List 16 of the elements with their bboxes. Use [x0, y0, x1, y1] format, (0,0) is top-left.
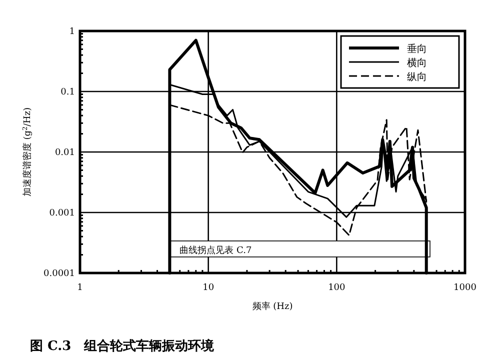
- x-axis-title: 频率 (Hz): [252, 301, 293, 312]
- x-tick-label: 1000: [454, 283, 477, 293]
- x-tick-label: 10: [202, 283, 214, 293]
- y-tick-label: 0.0001: [44, 269, 75, 279]
- legend-label: 横向: [407, 57, 427, 69]
- y-tick-label: 1: [69, 27, 75, 37]
- legend-label: 垂向: [407, 43, 427, 55]
- legend-label: 纵向: [407, 71, 427, 83]
- annotation: 曲线拐点见表 C.7: [180, 244, 252, 256]
- x-tick-label: 100: [328, 283, 346, 293]
- note: 曲线拐点见表 C.7: [169, 240, 430, 258]
- y-tick-label: 0.1: [60, 88, 75, 98]
- y-tick-label: 0.001: [49, 208, 75, 218]
- y-tick-label: 0.01: [54, 148, 75, 158]
- x-tick-label: 1: [77, 283, 83, 293]
- text: 图 C.3 组合轮式车辆振动环境: [30, 338, 216, 354]
